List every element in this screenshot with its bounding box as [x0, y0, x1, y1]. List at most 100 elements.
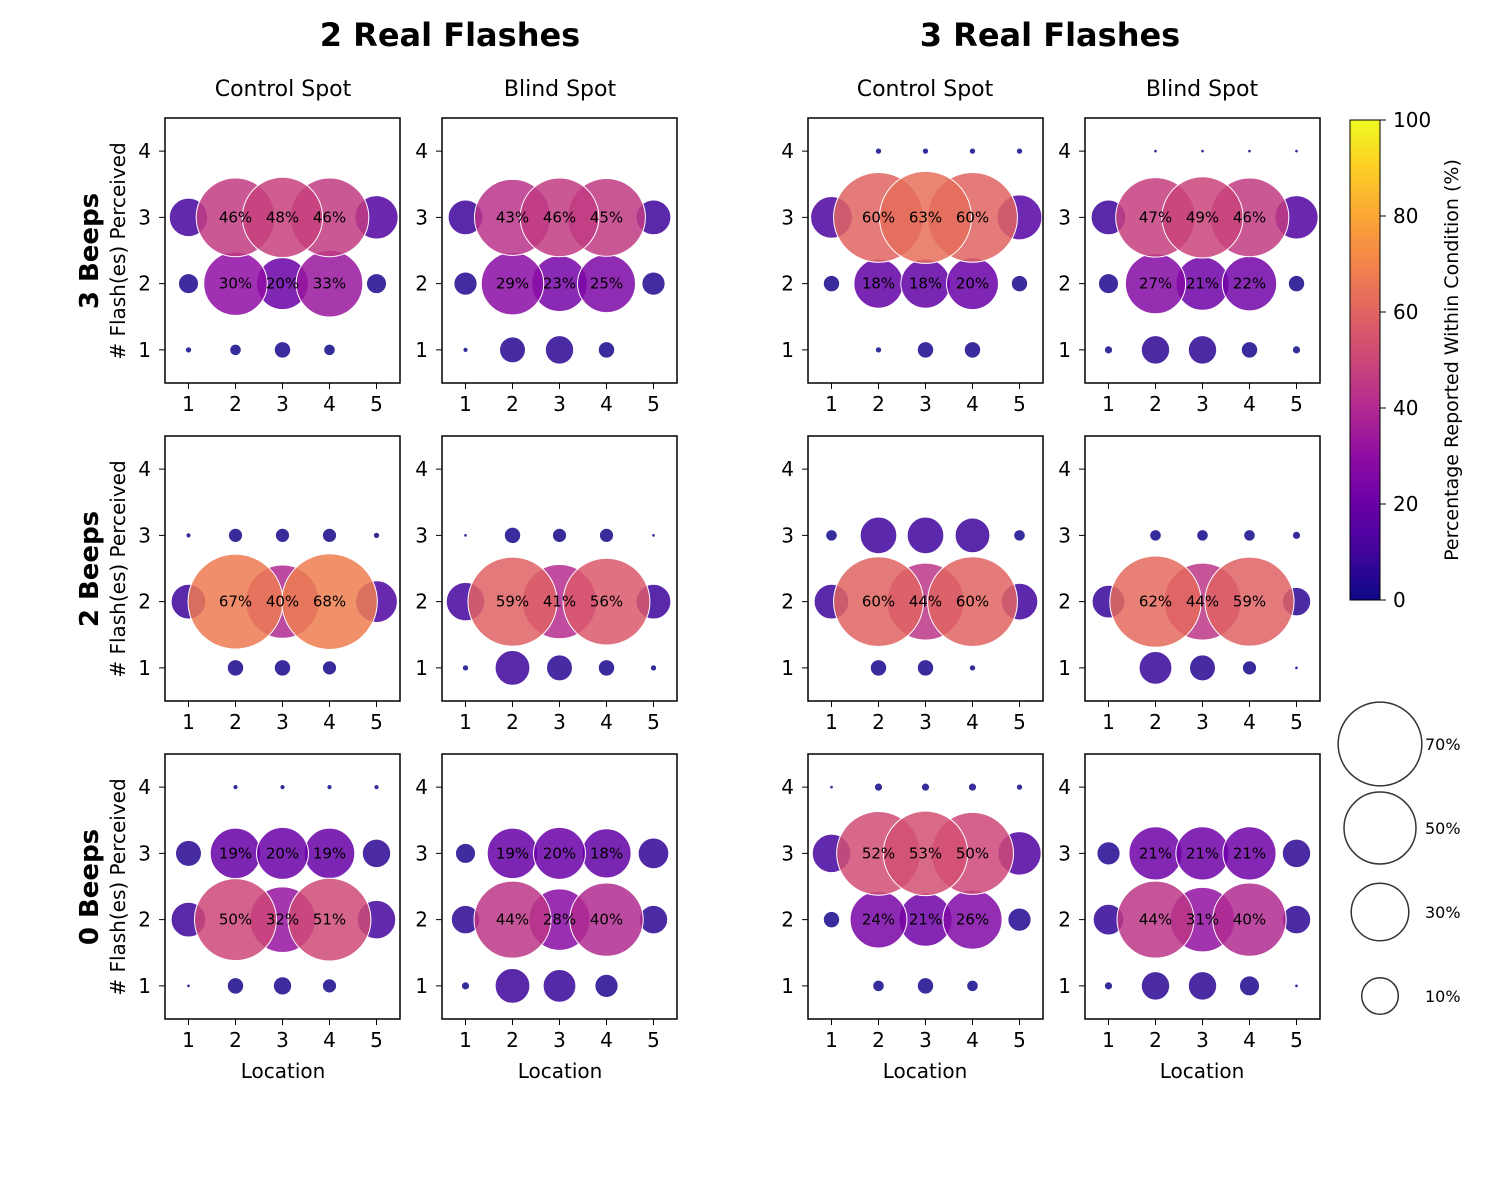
data-point: [287, 877, 372, 962]
data-point: [822, 274, 841, 293]
y-tick-label: 1: [138, 974, 151, 998]
data-point: [1140, 335, 1171, 365]
y-tick-label: 1: [1058, 338, 1071, 362]
data-point: [281, 553, 378, 650]
x-tick-label: 3: [553, 1028, 566, 1052]
colorbar-tick-label: 60: [1393, 300, 1418, 324]
x-tick-label: 1: [1102, 392, 1115, 416]
y-tick-label: 2: [1058, 590, 1071, 614]
data-point: [1291, 530, 1302, 540]
y-tick-label: 4: [138, 139, 151, 163]
data-point: [193, 878, 278, 962]
data-point: [463, 533, 468, 538]
y-tick-label: 4: [1058, 457, 1071, 481]
y-tick-label: 1: [138, 338, 151, 362]
data-point: [544, 335, 575, 365]
y-tick-label: 1: [415, 656, 428, 680]
data-label: 20%: [266, 844, 299, 862]
data-label: 47%: [1139, 208, 1172, 226]
data-point: [184, 346, 193, 354]
data-point: [963, 341, 982, 359]
data-label: 19%: [219, 844, 252, 862]
data-point: [1291, 345, 1302, 355]
data-point: [1243, 529, 1256, 542]
data-point: [954, 517, 991, 554]
data-label: 29%: [496, 275, 529, 293]
y-tick-label: 4: [415, 457, 428, 481]
data-label: 60%: [862, 593, 895, 611]
panel: 21% 21% 21% 31% 40% 44% 1 2 3 4 5 1 2 3 4: [1058, 753, 1321, 1052]
data-point: [833, 556, 924, 648]
y-tick-label: 4: [415, 139, 428, 163]
data-point: [1010, 274, 1029, 293]
y-tick-label: 3: [781, 841, 794, 865]
x-tick-label: 5: [1013, 710, 1026, 734]
data-label: 26%: [956, 911, 989, 929]
data-point: [637, 837, 670, 870]
data-point: [186, 983, 191, 989]
data-point: [274, 527, 291, 543]
size-legend-label: 50%: [1425, 819, 1461, 838]
x-tick-label: 1: [182, 392, 195, 416]
data-point: [1187, 335, 1218, 365]
x-tick-label: 2: [229, 1028, 242, 1052]
data-label: 24%: [862, 911, 895, 929]
data-point: [882, 810, 969, 897]
y-tick-label: 1: [1058, 974, 1071, 998]
panel: 21% 24% 26% 50% 52% 53% 1 2 3 4 5 1 2 3 4: [781, 753, 1044, 1052]
data-point: [462, 346, 469, 353]
data-point: [649, 664, 658, 672]
colorbar-tick-label: 100: [1393, 108, 1431, 132]
data-label: 46%: [219, 208, 252, 226]
data-label: 21%: [1139, 844, 1172, 862]
data-point: [321, 527, 338, 543]
data-label: 20%: [956, 275, 989, 293]
data-point: [323, 343, 336, 357]
x-tick-label: 3: [919, 1028, 932, 1052]
data-point: [859, 516, 898, 555]
data-point: [551, 527, 568, 543]
x-tick-label: 3: [276, 710, 289, 734]
x-tick-label: 5: [1013, 1028, 1026, 1052]
y-tick-label: 3: [138, 523, 151, 547]
data-label: 22%: [1233, 275, 1266, 293]
data-point: [321, 660, 338, 676]
panel: 44% 60% 60% 1 2 3 4 5 1 2 3 4: [781, 435, 1044, 734]
x-tick-label: 1: [459, 710, 472, 734]
x-tick-label: 3: [919, 392, 932, 416]
x-tick-label: 4: [1243, 392, 1256, 416]
data-point: [1294, 983, 1299, 989]
x-tick-label: 5: [370, 1028, 383, 1052]
x-tick-label: 1: [459, 392, 472, 416]
x-tick-label: 1: [825, 392, 838, 416]
row-title-2-beeps: 2 Beeps: [75, 511, 105, 627]
data-point: [1294, 148, 1299, 154]
x-tick-label: 4: [600, 392, 613, 416]
data-point: [365, 273, 388, 295]
data-point: [273, 659, 292, 677]
data-point: [1149, 529, 1162, 542]
y-tick-label: 1: [781, 974, 794, 998]
data-point: [1196, 529, 1209, 542]
panel: 18% 18% 20% 60% 60% 63% 1 2 3 4 5 1 2 3 4: [781, 117, 1044, 416]
x-axis-label: Location: [241, 1059, 326, 1083]
data-point: [822, 910, 841, 929]
data-point: [1240, 341, 1259, 359]
x-tick-label: 4: [323, 710, 336, 734]
panel: 40% 67% 68% 1 2 3 4 5 1 2 3 4: [138, 435, 401, 734]
x-tick-label: 2: [872, 392, 885, 416]
data-point: [1241, 660, 1258, 676]
y-tick-label: 3: [781, 523, 794, 547]
data-point: [1103, 981, 1114, 991]
data-label: 31%: [1186, 911, 1219, 929]
data-point: [1116, 880, 1195, 959]
y-tick-label: 2: [1058, 908, 1071, 932]
data-point: [326, 784, 333, 791]
data-point: [453, 271, 478, 296]
data-label: 60%: [862, 208, 895, 226]
data-point: [499, 336, 526, 364]
group-title-3-real-flashes: 3 Real Flashes: [920, 16, 1180, 54]
data-label: 45%: [590, 208, 623, 226]
y-tick-label: 2: [781, 908, 794, 932]
data-point: [1103, 345, 1114, 355]
